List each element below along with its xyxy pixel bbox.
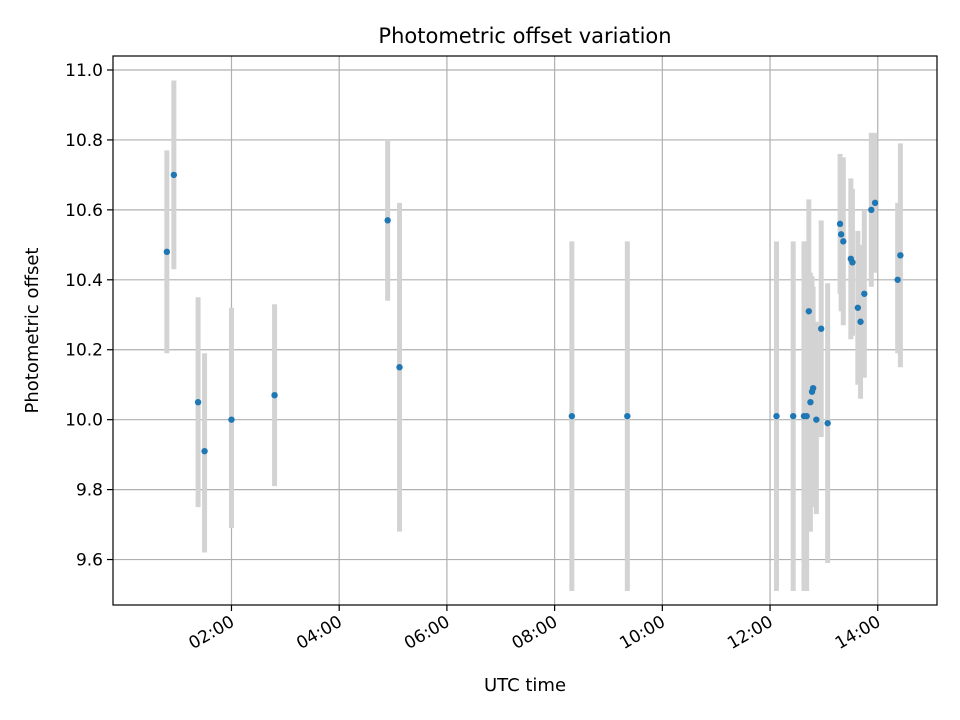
data-point — [837, 231, 845, 238]
data-point — [803, 412, 810, 420]
data-point — [840, 238, 847, 245]
y-axis-title: Photometric offset — [22, 248, 43, 414]
y-tick-label: 9.6 — [76, 551, 103, 571]
grid-layer — [113, 56, 937, 605]
data-point — [170, 171, 178, 179]
y-tick-label: 10.8 — [65, 131, 103, 151]
data-point — [809, 384, 817, 392]
data-point — [568, 412, 576, 420]
y-tick-label: 9.8 — [76, 481, 103, 501]
data-point — [807, 398, 814, 406]
data-point — [194, 398, 202, 406]
data-point — [805, 308, 813, 315]
data-point — [773, 412, 780, 420]
data-point — [894, 276, 901, 283]
data-point — [228, 416, 235, 423]
data-point — [854, 304, 862, 311]
data-point — [818, 325, 825, 332]
data-point — [849, 259, 856, 266]
data-point — [813, 416, 820, 423]
data-point — [163, 248, 171, 256]
data-point — [790, 412, 797, 420]
data-point — [201, 447, 208, 455]
data-point — [384, 217, 391, 224]
y-tick-label: 10.4 — [65, 271, 103, 291]
y-tick-label: 10.2 — [65, 341, 103, 361]
data-point — [836, 220, 844, 228]
chart-title: Photometric offset variation — [378, 24, 671, 48]
data-point — [897, 252, 904, 259]
x-axis-title: UTC time — [484, 675, 566, 696]
data-point — [857, 318, 864, 325]
data-point — [861, 290, 868, 297]
data-point — [271, 391, 278, 399]
y-tick-label: 10.6 — [65, 201, 103, 221]
data-point — [871, 199, 879, 207]
data-point — [624, 412, 631, 420]
data-point — [396, 364, 403, 371]
point-layer — [163, 171, 904, 455]
plot-frame — [112, 55, 938, 606]
data-point — [824, 419, 831, 427]
data-point — [868, 206, 875, 214]
y-tick-label: 11.0 — [65, 61, 103, 81]
y-tick-label: 10.0 — [65, 411, 103, 431]
